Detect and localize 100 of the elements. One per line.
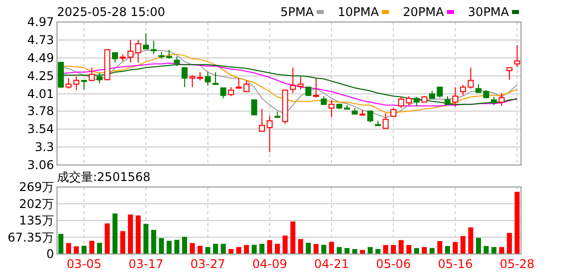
bar <box>344 248 350 254</box>
candlestick <box>112 52 118 63</box>
candlestick <box>498 92 505 106</box>
candlestick <box>251 99 258 116</box>
bar <box>136 215 141 254</box>
x-tick-label: 04-21 <box>314 257 349 271</box>
candlestick <box>174 56 180 67</box>
bar <box>329 242 334 254</box>
chart-title: 成交量:2501568 <box>57 170 150 184</box>
candlestick <box>367 110 374 123</box>
bar <box>267 240 272 254</box>
candlestick <box>220 87 226 99</box>
legend-label: 20PMA <box>402 5 445 19</box>
bar <box>198 246 203 254</box>
bar <box>74 246 79 254</box>
y-tick-label: 3.54 <box>27 122 54 136</box>
bar <box>398 240 404 254</box>
x-tick-label: 05-16 <box>438 257 473 271</box>
bar <box>112 213 118 254</box>
bar <box>406 245 412 254</box>
candlestick <box>96 72 103 84</box>
bar <box>104 223 110 254</box>
bar <box>213 244 218 254</box>
bar <box>182 236 188 254</box>
bar <box>252 244 257 254</box>
y-tick-label: 202万 <box>19 196 54 211</box>
bar <box>174 240 180 254</box>
candlestick <box>73 76 80 91</box>
y-tick-label: 4.01 <box>27 86 54 101</box>
candlestick <box>452 86 458 108</box>
candlestick <box>313 78 320 98</box>
legend-label: 10PMA <box>338 5 380 19</box>
legend-label: 30PMA <box>468 5 510 19</box>
x-tick-label: 04-09 <box>252 257 288 271</box>
bar <box>437 241 442 254</box>
bar <box>58 234 64 254</box>
bar <box>290 221 296 254</box>
candlestick <box>212 72 219 86</box>
bar <box>383 245 388 254</box>
bar <box>244 245 249 254</box>
y-tick-label: 4.97 <box>27 15 54 29</box>
bar <box>228 249 234 254</box>
bar <box>414 248 420 254</box>
bar <box>336 247 342 254</box>
candlestick <box>204 72 211 86</box>
bar <box>368 247 373 254</box>
y-tick-label: 4.49 <box>27 50 54 65</box>
candlestick <box>506 67 512 80</box>
chart-title: 2025-05-28 15:00 <box>57 5 166 19</box>
bar <box>143 224 148 254</box>
candlestick <box>88 67 95 82</box>
bar <box>298 239 304 254</box>
bar <box>352 249 358 254</box>
bar <box>422 247 427 254</box>
candlestick <box>328 99 335 118</box>
y-tick-label: 269万 <box>19 180 54 194</box>
bar <box>66 243 72 254</box>
candlestick <box>66 78 72 90</box>
candlestick <box>398 96 404 109</box>
bar <box>190 243 195 254</box>
bar <box>499 247 504 254</box>
bar <box>282 236 288 254</box>
bar <box>375 249 380 254</box>
bar <box>506 232 512 254</box>
y-tick-label: 3.78 <box>27 104 54 118</box>
y-tick-label: 3.3 <box>34 140 54 154</box>
bar <box>89 240 94 254</box>
candlestick <box>382 112 389 129</box>
candlestick <box>436 86 443 98</box>
bar <box>236 247 242 254</box>
y-tick-label: 0 <box>46 247 54 261</box>
bar <box>120 231 126 254</box>
bar <box>158 238 164 254</box>
y-tick-label: 67.35万 <box>8 230 54 244</box>
y-tick-label: 135万 <box>19 214 54 228</box>
bar <box>476 238 481 254</box>
bar <box>259 244 264 254</box>
bar <box>314 244 319 254</box>
bar <box>484 246 489 254</box>
bar <box>151 230 156 254</box>
bar <box>491 247 496 254</box>
candlestick <box>243 80 250 92</box>
x-tick-label: 03-05 <box>66 257 102 271</box>
bar <box>514 192 520 254</box>
x-tick-label: 05-06 <box>376 257 411 271</box>
bar <box>321 244 326 254</box>
y-tick-label: 4.25 <box>27 68 54 83</box>
bar <box>274 244 280 254</box>
bar <box>205 247 210 254</box>
legend-label: 5PMA <box>280 5 315 19</box>
bar <box>220 244 226 254</box>
y-tick-label: 3.06 <box>27 158 54 172</box>
x-tick-label: 05-28 <box>500 257 535 271</box>
bar <box>82 246 87 254</box>
bar <box>97 242 102 254</box>
bar <box>128 214 133 254</box>
bar <box>430 248 435 254</box>
bar <box>452 242 458 254</box>
bar <box>306 242 311 254</box>
candlestick <box>514 44 520 68</box>
